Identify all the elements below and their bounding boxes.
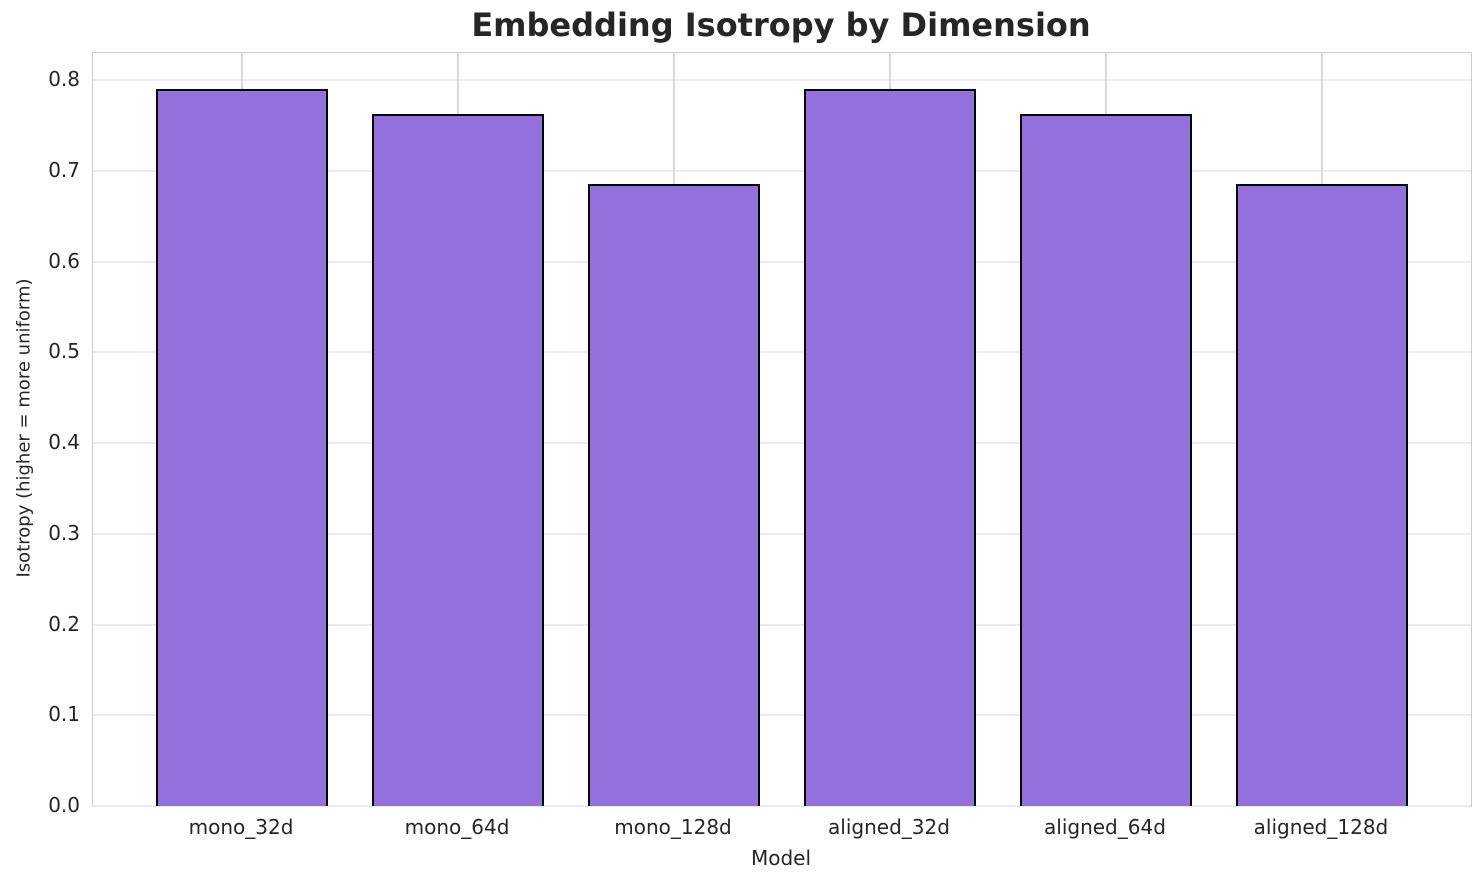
chart-title: Embedding Isotropy by Dimension bbox=[471, 6, 1091, 44]
x-tick-label: mono_64d bbox=[404, 815, 510, 839]
bar-aligned_32d bbox=[803, 89, 977, 806]
y-tick-label: 0.7 bbox=[48, 157, 80, 182]
h-gridline bbox=[93, 260, 1471, 263]
y-tick-label: 0.6 bbox=[48, 248, 80, 273]
bar-mono_128d bbox=[587, 183, 761, 806]
y-tick-label: 0.2 bbox=[48, 611, 80, 636]
h-gridline bbox=[93, 79, 1471, 82]
h-gridline bbox=[93, 714, 1471, 717]
h-gridline bbox=[93, 169, 1471, 172]
y-tick-label: 0.4 bbox=[48, 430, 80, 455]
x-tick-label: mono_32d bbox=[188, 815, 294, 839]
h-gridline bbox=[93, 623, 1471, 626]
bar-aligned_64d bbox=[1019, 113, 1193, 806]
x-tick-label: aligned_64d bbox=[1044, 815, 1166, 839]
y-tick-label: 0.0 bbox=[48, 793, 80, 817]
x-axis-label: Model bbox=[750, 846, 812, 870]
h-gridline bbox=[93, 805, 1471, 807]
h-gridline bbox=[93, 351, 1471, 354]
bar-mono_64d bbox=[371, 113, 545, 806]
y-tick-label: 0.8 bbox=[48, 67, 80, 92]
h-gridline bbox=[93, 442, 1471, 445]
x-tick-label: aligned_128d bbox=[1253, 815, 1389, 839]
x-tick-label: aligned_32d bbox=[828, 815, 950, 839]
bar-mono_32d bbox=[155, 89, 329, 806]
h-gridline bbox=[93, 532, 1471, 535]
y-tick-label: 0.1 bbox=[48, 702, 80, 727]
y-tick-label: 0.3 bbox=[48, 520, 80, 545]
bar-aligned_128d bbox=[1235, 183, 1409, 806]
plot-area bbox=[92, 52, 1472, 807]
y-tick-label: 0.5 bbox=[48, 339, 80, 364]
x-tick-label: mono_128d bbox=[614, 815, 732, 839]
